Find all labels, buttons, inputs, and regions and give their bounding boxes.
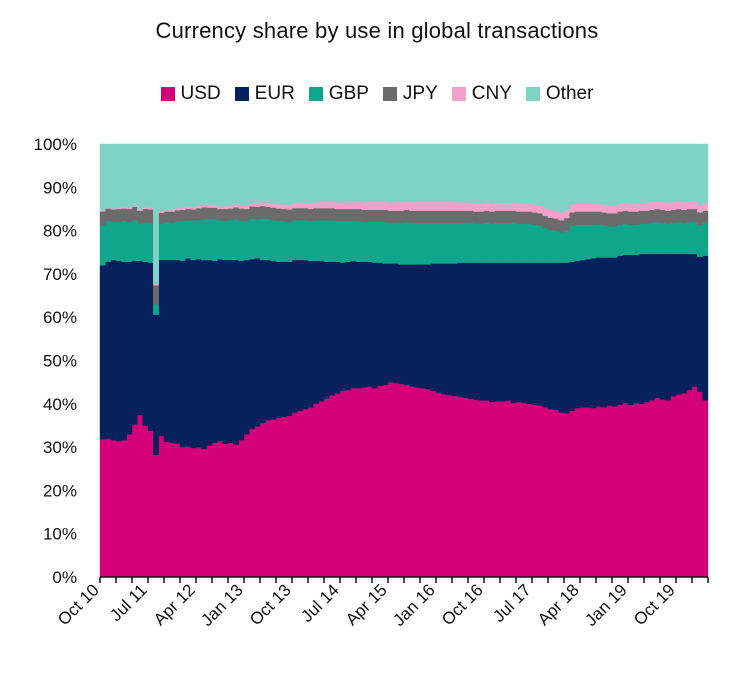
y-tick-label: 60%	[43, 308, 77, 327]
legend-item-jpy: JPY	[382, 83, 438, 105]
legend-label: USD	[180, 83, 221, 104]
chart-areas	[99, 143, 709, 578]
legend-label: CNY	[471, 83, 512, 104]
x-tick-label: Oct 10	[54, 580, 103, 629]
chart-legend: USD EUR GBP JPY CNY Other	[0, 80, 754, 108]
y-tick-label: 70%	[43, 265, 77, 284]
legend-label: GBP	[328, 83, 369, 104]
x-tick-label: Jul 14	[297, 580, 343, 626]
y-tick-label: 20%	[43, 481, 77, 500]
x-tick-label: Apr 18	[534, 580, 583, 629]
x-tick-label: Apr 15	[342, 580, 391, 629]
y-tick-label: 90%	[43, 178, 77, 197]
x-tick-label: Jul 17	[489, 580, 535, 626]
y-tick-label: 10%	[43, 525, 77, 544]
chart-title: Currency share by use in global transact…	[155, 18, 599, 43]
y-tick-label: 40%	[43, 395, 77, 414]
legend-item-other: Other	[525, 83, 594, 105]
x-tick-label: Jan 16	[389, 580, 439, 630]
legend-item-cny: CNY	[451, 83, 512, 105]
legend-label: EUR	[254, 83, 295, 104]
legend-item-eur: EUR	[234, 83, 295, 105]
y-tick-label: 50%	[43, 352, 77, 371]
y-tick-label: 30%	[43, 438, 77, 457]
x-tick-label: Jul 11	[106, 580, 151, 625]
legend-swatch	[451, 87, 466, 101]
y-tick-label: 100%	[34, 135, 77, 154]
series-area-other	[99, 143, 709, 285]
legend-label: Other	[545, 83, 594, 104]
legend-label: JPY	[402, 83, 438, 104]
legend-swatch	[525, 87, 540, 101]
legend-swatch	[234, 87, 249, 101]
x-tick-label: Jan 13	[197, 580, 247, 630]
y-tick-label: 80%	[43, 222, 77, 241]
legend-swatch	[382, 87, 397, 101]
legend-item-gbp: GBP	[308, 83, 369, 105]
y-axis: 0% 10% 20% 30% 40% 50% 60% 70% 80% 90% 100%	[34, 135, 77, 587]
legend-swatch	[308, 87, 323, 101]
x-tick-label: Oct 16	[438, 580, 487, 629]
x-tick-label: Oct 13	[246, 580, 295, 629]
y-tick-label: 0%	[52, 568, 77, 587]
x-tick-label: Oct 19	[630, 580, 679, 629]
legend-item-usd: USD	[160, 83, 221, 105]
x-tick-label: Jan 19	[581, 580, 631, 630]
legend-swatch	[160, 87, 175, 101]
x-tick-label: Apr 12	[150, 580, 199, 629]
